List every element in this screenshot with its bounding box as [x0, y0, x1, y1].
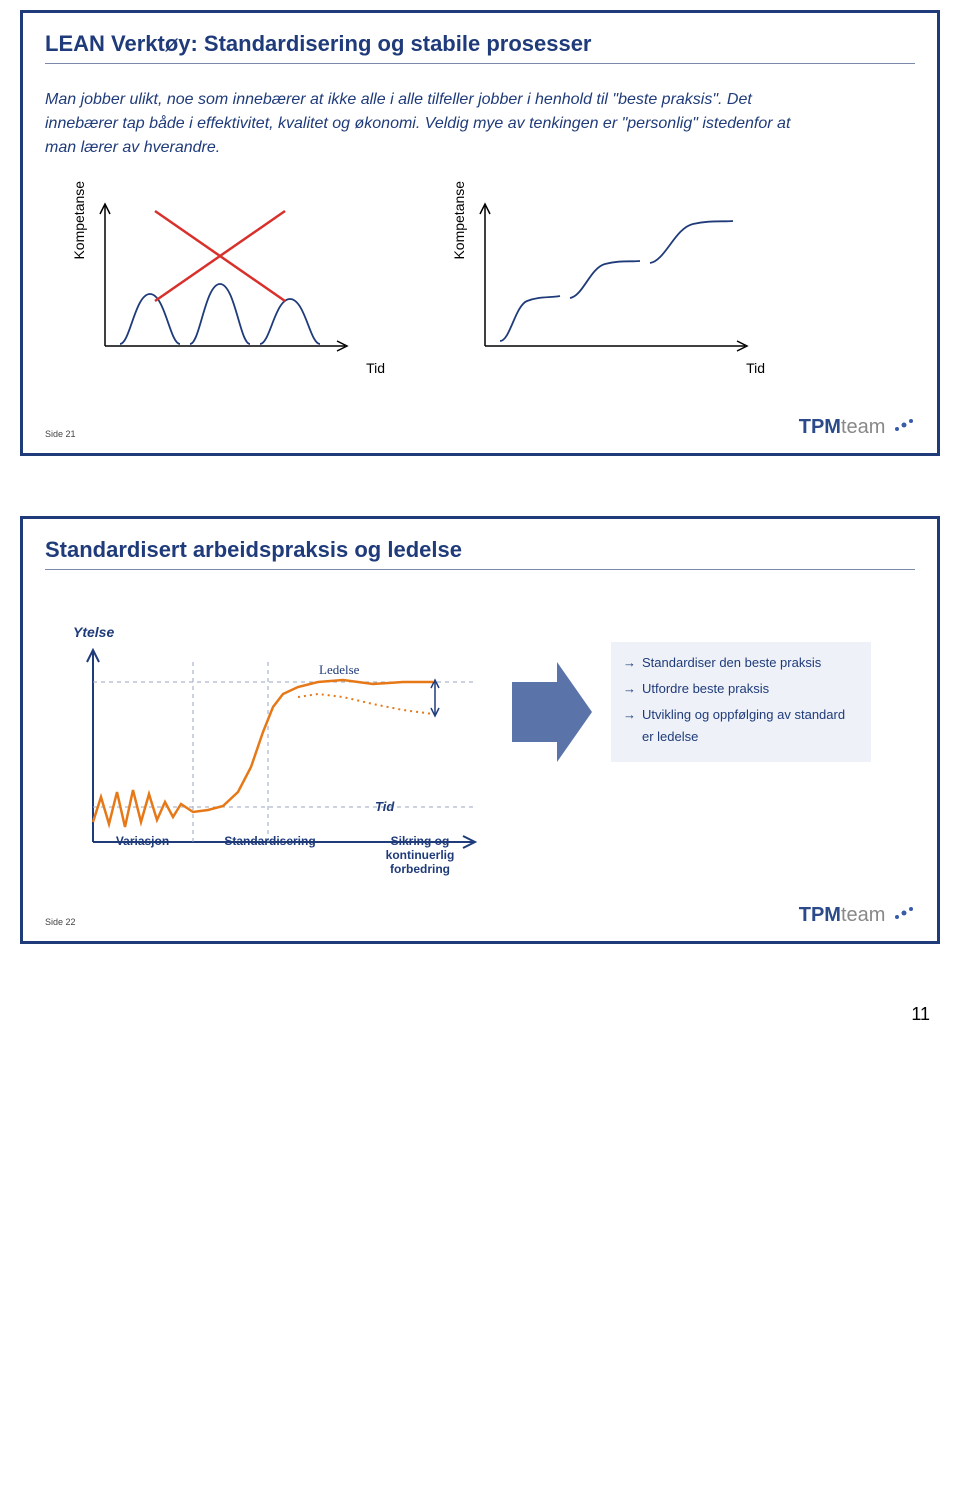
- arrow-icon: →: [623, 652, 636, 674]
- slide-2-title: Standardisert arbeidspraksis og ledelse: [45, 537, 915, 563]
- logo-part2: team: [841, 416, 885, 438]
- logo: TPMteam: [799, 416, 915, 439]
- bullet-text: Utfordre beste praksis: [642, 678, 769, 700]
- logo-part2: team: [841, 904, 885, 926]
- slide-1-title: LEAN Verktøy: Standardisering og stabile…: [45, 31, 915, 57]
- chart-left-ylabel: Kompetanse: [71, 181, 87, 260]
- big-arrow-icon: [507, 642, 597, 782]
- chart-right: Kompetanse Tid: [465, 196, 805, 386]
- bullet-item: → Standardiser den beste praksis: [623, 652, 859, 674]
- bullet-text: Utvikling og oppfølging av standard er l…: [642, 704, 859, 748]
- slide-2-title-wrap: Standardisert arbeidspraksis og ledelse: [45, 537, 915, 570]
- ledelse-text: Ledelse: [319, 662, 360, 677]
- perf-x-labels: Variasjon Standardisering Sikring og kon…: [100, 834, 915, 876]
- x-label-sikring: Sikring og kontinuerlig forbedring: [355, 834, 485, 876]
- chart-right-xlabel: Tid: [465, 360, 805, 376]
- logo-dots-icon: [893, 416, 915, 439]
- chart-left: Kompetanse Tid: [85, 196, 425, 386]
- chart-right-svg: [465, 196, 765, 356]
- arrow-icon: →: [623, 678, 636, 700]
- slide-1-page: Side 21: [45, 429, 76, 439]
- slide-1: LEAN Verktøy: Standardisering og stabile…: [20, 10, 940, 456]
- bullet-text: Standardiser den beste praksis: [642, 652, 821, 674]
- logo: TPMteam: [799, 904, 915, 927]
- performance-chart-svg: Ledelse: [73, 642, 493, 862]
- arrow-icon: →: [623, 704, 636, 748]
- slide-1-body: Man jobber ulikt, noe som innebærer at i…: [45, 88, 825, 160]
- slide-2: Standardisert arbeidspraksis og ledelse …: [20, 516, 940, 944]
- slide-2-page: Side 22: [45, 917, 76, 927]
- slide-1-footer: Side 21 TPMteam: [45, 416, 915, 439]
- chart-left-xlabel: Tid: [85, 360, 425, 376]
- chart-left-svg: [85, 196, 365, 356]
- bullets-box: → Standardiser den beste praksis → Utfordr…: [611, 642, 871, 762]
- slide-title-wrap: LEAN Verktøy: Standardisering og stabile…: [45, 31, 915, 64]
- ytelse-label: Ytelse: [73, 624, 915, 640]
- slide-2-footer: Side 22 TPMteam: [45, 904, 915, 927]
- logo-dots-icon: [893, 904, 915, 927]
- bullet-item: →Utvikling og oppfølging av standard er …: [623, 704, 859, 748]
- charts-row: Kompetanse Tid Kompetanse: [85, 196, 915, 386]
- bullet-item: → Utfordre beste praksis: [623, 678, 859, 700]
- logo-part1: TPM: [799, 904, 841, 926]
- logo-part1: TPM: [799, 416, 841, 438]
- x-label-variasjon: Variasjon: [100, 834, 185, 876]
- chart-right-ylabel: Kompetanse: [451, 181, 467, 260]
- x-label-standardisering: Standardisering: [215, 834, 325, 876]
- page-number: 11: [20, 1004, 930, 1025]
